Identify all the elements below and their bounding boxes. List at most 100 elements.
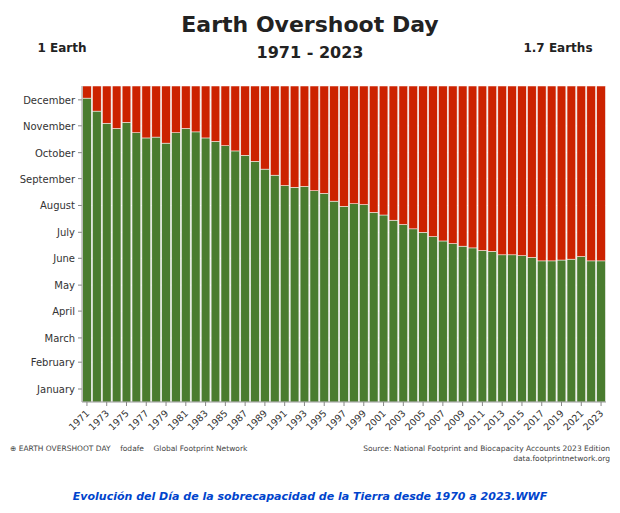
x-tick-label: 1973: [86, 408, 111, 433]
x-tick: [502, 402, 503, 406]
bar: [102, 86, 111, 123]
bar: [379, 86, 388, 215]
x-tick-label: 1977: [126, 408, 151, 433]
bar: [547, 86, 556, 261]
x-tick: [225, 402, 226, 406]
x-tick-label: 1985: [205, 408, 230, 433]
bar: [142, 138, 151, 402]
bar: [122, 86, 131, 122]
bar: [537, 86, 546, 261]
bar: [527, 86, 536, 257]
y-tick: [78, 125, 82, 126]
bar: [587, 261, 596, 402]
y-tick: [78, 205, 82, 206]
y-tick: [78, 285, 82, 286]
bar: [83, 86, 92, 98]
y-tick: [78, 362, 82, 363]
bar: [330, 86, 339, 201]
bar: [557, 86, 566, 260]
x-tick: [442, 402, 443, 406]
y-tick-label: October: [35, 148, 76, 159]
bar: [191, 86, 200, 132]
bar: [142, 86, 151, 138]
x-tick-label: 1991: [264, 408, 289, 433]
x-tick: [284, 402, 285, 406]
x-tick: [383, 402, 384, 406]
bar: [92, 86, 101, 111]
x-tick-label: 2023: [581, 408, 606, 433]
bar: [162, 86, 171, 143]
x-tick-label: 1995: [304, 408, 329, 433]
bar: [567, 259, 576, 402]
bar: [211, 86, 220, 141]
bar: [172, 133, 181, 402]
x-tick-label: 1999: [343, 408, 368, 433]
x-tick-label: 2021: [561, 408, 586, 433]
bar: [201, 138, 210, 402]
x-tick: [561, 402, 562, 406]
x-tick: [185, 402, 186, 406]
bar: [290, 187, 299, 402]
bar: [359, 205, 368, 402]
bar: [468, 86, 477, 248]
x-tick: [423, 402, 424, 406]
bar: [597, 86, 606, 261]
bar: [577, 257, 586, 402]
bar: [300, 86, 309, 186]
bar: [310, 191, 319, 402]
bar: [132, 133, 141, 402]
bar: [83, 98, 92, 402]
y-axis-line: [82, 86, 83, 402]
bar: [527, 257, 536, 402]
bar: [389, 86, 398, 220]
x-tick: [462, 402, 463, 406]
bar: [597, 261, 606, 402]
y-tick-label: January: [36, 384, 75, 395]
bar: [498, 86, 507, 255]
y-tick: [78, 232, 82, 233]
bar: [191, 132, 200, 402]
x-tick-label: 1979: [146, 408, 171, 433]
bar: [270, 86, 279, 175]
chart: Earth Overshoot Day1971 - 20231 Earth1.7…: [0, 0, 620, 513]
bar: [389, 220, 398, 402]
x-tick: [344, 402, 345, 406]
bar: [439, 241, 448, 402]
x-tick-label: 1993: [284, 408, 309, 433]
x-tick-label: 2013: [482, 408, 507, 433]
bar: [419, 232, 428, 402]
y-tick-label: August: [40, 200, 75, 211]
x-tick: [581, 402, 582, 406]
y-tick-label: April: [52, 306, 75, 317]
bar: [488, 86, 497, 251]
bar: [518, 256, 527, 402]
x-tick: [601, 402, 602, 406]
bar: [359, 86, 368, 205]
x-tick-label: 2015: [501, 408, 526, 433]
bar: [508, 255, 517, 402]
bar: [537, 261, 546, 402]
source: Source: National Footprint and Biocapaci…: [363, 444, 610, 463]
x-tick: [541, 402, 542, 406]
x-tick-label: 2019: [541, 408, 566, 433]
bar: [132, 86, 141, 133]
bar: [102, 123, 111, 402]
bar: [340, 206, 349, 402]
x-tick: [86, 402, 87, 406]
x-tick: [324, 402, 325, 406]
source-line: data.footprintnetwork.org: [513, 454, 610, 463]
bar: [458, 246, 467, 402]
bar: [399, 225, 408, 402]
x-tick: [146, 402, 147, 406]
x-tick-label: 2011: [462, 408, 487, 433]
subtitle: 1971 - 2023: [257, 43, 364, 62]
x-tick: [205, 402, 206, 406]
bar: [280, 186, 289, 402]
x-tick-label: 2007: [422, 408, 447, 433]
annotation: 1.7 Earths: [523, 41, 592, 55]
bar: [251, 86, 260, 161]
bar: [419, 86, 428, 232]
x-tick-label: 1987: [225, 408, 250, 433]
bar: [330, 201, 339, 402]
bar: [498, 255, 507, 402]
